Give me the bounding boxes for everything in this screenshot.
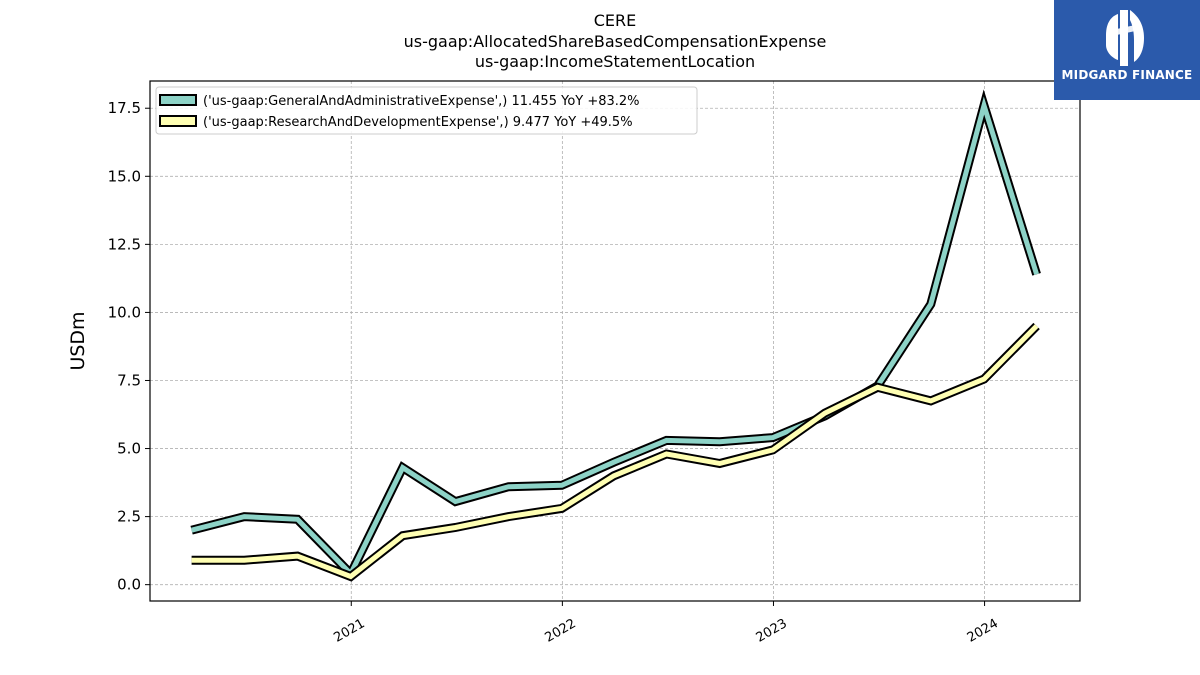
logo-text: MIDGARD FINANCE [1061, 68, 1193, 82]
legend-swatch [159, 115, 197, 127]
y-tick-label: 2.5 [117, 508, 141, 526]
x-tick-label: 2022 [543, 616, 579, 646]
legend-swatch [159, 94, 197, 106]
legend-box [155, 86, 698, 135]
y-tick-label: 17.5 [108, 99, 141, 117]
logo-mark-icon [1106, 10, 1144, 66]
chart-title-line-3: us-gaap:IncomeStatementLocation [474, 52, 756, 71]
chart-title-line-1: CERE [593, 11, 637, 30]
legend: ('us-gaap:GeneralAndAdministrativeExpens… [155, 86, 698, 135]
legend-label: ('us-gaap:GeneralAndAdministrativeExpens… [203, 94, 640, 109]
y-axis-label: USDm [67, 311, 89, 370]
legend-label: ('us-gaap:ResearchAndDevelopmentExpense'… [203, 115, 633, 130]
x-tick-label: 2021 [331, 616, 367, 646]
chart-title-line-2: us-gaap:AllocatedShareBasedCompensationE… [403, 32, 827, 51]
midgard-finance-logo: MIDGARD FINANCE [1054, 0, 1200, 100]
y-tick-label: 7.5 [117, 371, 141, 389]
y-tick-label: 10.0 [108, 303, 141, 321]
x-tick-label: 2023 [754, 616, 790, 646]
y-tick-label: 5.0 [117, 440, 141, 458]
series-line-0 [190, 96, 1039, 579]
y-tick-label: 15.0 [108, 167, 141, 185]
x-tick-label: 2024 [965, 616, 1001, 646]
y-tick-label: 12.5 [108, 235, 141, 253]
plot-frame [149, 80, 1081, 602]
y-tick-label: 0.0 [117, 576, 141, 594]
